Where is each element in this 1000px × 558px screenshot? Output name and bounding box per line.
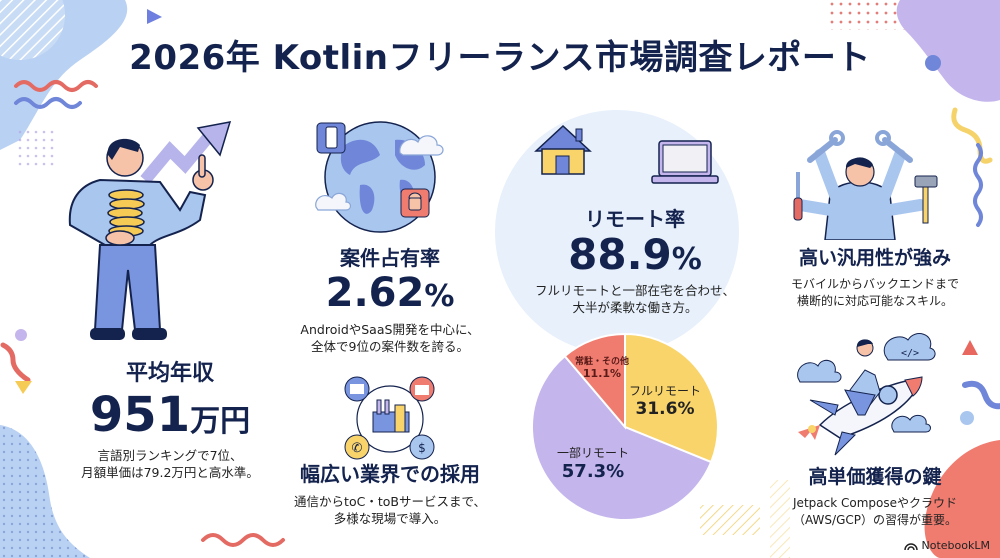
page-title: 2026年 Kotlinフリーランス市場調査レポート xyxy=(129,38,871,78)
industry-illustration: ✆ $ xyxy=(344,376,435,460)
screwdriver-icon xyxy=(793,172,803,221)
remote-desc-line1: フルリモートと一部在宅を合わせ、 xyxy=(534,283,735,298)
wrench-icon xyxy=(875,130,913,163)
share-unit: % xyxy=(424,279,455,314)
key-card: 高単価獲得の鍵 Jetpack Composeやクラウド （AWS/GCP）の習… xyxy=(760,462,990,529)
remote-number: 88.9 xyxy=(568,230,672,279)
notebooklm-icon xyxy=(903,542,918,550)
house-icon xyxy=(534,124,592,175)
full-remote-pct: 31.6% xyxy=(635,399,695,419)
salary-desc-line1: 言語別ランキングで7位、 xyxy=(97,448,243,463)
salary-value: 951万円 xyxy=(45,391,295,439)
brand-label: NotebookLM xyxy=(921,539,990,552)
industry-title: 幅広い業界での採用 xyxy=(300,462,480,486)
money-hand-icon: $ xyxy=(409,434,435,460)
svg-text:✆: ✆ xyxy=(352,441,363,456)
key-description: Jetpack Composeやクラウド （AWS/GCP）の習得が重要。 xyxy=(760,495,990,529)
pie-svg xyxy=(530,332,719,521)
share-desc-line2: 全体で9位の案件数を誇る。 xyxy=(311,339,469,354)
versatility-card: 高い汎用性が強み モバイルからバックエンドまで 横断的に対応可能なスキル。 xyxy=(755,243,995,310)
remote-title: リモート率 xyxy=(585,207,685,231)
laptop-icon xyxy=(651,140,719,184)
phone-icon: ✆ xyxy=(344,434,370,460)
versatility-desc-line2: 横断的に対応可能なスキル。 xyxy=(796,294,953,308)
share-card: 案件占有率 2.62% AndroidやSaaS開発を中心に、 全体で9位の案件… xyxy=(280,242,500,355)
versatility-title: 高い汎用性が強み xyxy=(798,247,951,269)
android-icon xyxy=(400,188,430,218)
salary-description: 言語別ランキングで7位、 月額単価は79.2万円と高水準。 xyxy=(45,447,295,481)
pie-slice-partial-remote xyxy=(530,354,713,521)
remote-unit: % xyxy=(671,242,702,277)
remote-value: 88.9% xyxy=(510,234,760,276)
versatility-desc-line1: モバイルからバックエンドまで xyxy=(790,277,959,291)
share-desc-line1: AndroidやSaaS開発を中心に、 xyxy=(300,322,480,337)
key-title: 高単価獲得の鍵 xyxy=(808,466,942,488)
onsite-pct: 11.1% xyxy=(582,367,622,380)
pie-label-onsite: 常駐・その他 11.1% xyxy=(572,354,632,380)
smartphone-icon xyxy=(316,122,346,154)
remote-description: フルリモートと一部在宅を合わせ、 大半が柔軟な働き方。 xyxy=(510,282,760,316)
pie-slice-onsite xyxy=(563,332,626,430)
briefcase-icon xyxy=(409,376,435,402)
rising-arrow-icon xyxy=(140,121,232,184)
mail-icon xyxy=(344,376,370,402)
wrench-icon xyxy=(807,130,845,163)
share-description: AndroidやSaaS開発を中心に、 全体で9位の案件数を誇る。 xyxy=(280,321,500,355)
versatility-description: モバイルからバックエンドまで 横断的に対応可能なスキル。 xyxy=(755,276,995,310)
factory-icon xyxy=(372,399,410,433)
rocket-icon xyxy=(798,376,923,456)
salary-card: 平均年収 951万円 言語別ランキングで7位、 月額単価は79.2万円と高水準。 xyxy=(45,355,295,481)
share-title: 案件占有率 xyxy=(340,246,440,270)
share-value: 2.62% xyxy=(280,273,500,313)
multi-tool-person-illustration xyxy=(793,130,938,240)
remote-card: リモート率 88.9% フルリモートと一部在宅を合わせ、 大半が柔軟な働き方。 xyxy=(510,203,760,316)
coin-stack-icon xyxy=(107,189,145,237)
pie-label-full-remote: フルリモート 31.6% xyxy=(625,382,705,419)
key-desc-line2: （AWS/GCP）の習得が重要。 xyxy=(793,513,957,527)
share-number: 2.62 xyxy=(325,270,425,316)
key-desc-line1: Jetpack Composeやクラウド xyxy=(793,496,957,510)
onsite-name: 常駐・その他 xyxy=(574,357,629,367)
code-icon: </> xyxy=(883,333,936,361)
full-remote-name: フルリモート xyxy=(628,384,701,398)
svg-text:</>: </> xyxy=(901,348,919,359)
person-with-coins-illustration xyxy=(68,121,232,340)
industry-desc-line1: 通信からtoC・toBサービスまで、 xyxy=(294,494,486,509)
hammer-icon xyxy=(914,175,938,224)
salary-unit: 万円 xyxy=(190,404,251,439)
partial-remote-name: 一部リモート xyxy=(556,446,629,460)
cloud-icon xyxy=(797,359,931,433)
industry-description: 通信からtoC・toBサービスまで、 多様な現場で導入。 xyxy=(275,493,505,527)
svg-text:$: $ xyxy=(418,441,426,455)
salary-number: 951 xyxy=(89,387,191,443)
remote-pie-chart: 常駐・その他 11.1% フルリモート 31.6% 一部リモート 57.3% xyxy=(530,332,720,522)
pie-slice-full-remote xyxy=(624,332,719,464)
salary-desc-line2: 月額単価は79.2万円と高水準。 xyxy=(81,465,259,480)
industry-desc-line2: 多様な現場で導入。 xyxy=(333,511,447,526)
remote-desc-line2: 大半が柔軟な働き方。 xyxy=(572,300,698,315)
partial-remote-pct: 57.3% xyxy=(561,461,625,482)
rocket-rider-illustration: </> xyxy=(797,333,936,456)
cloud-icon xyxy=(315,135,444,211)
pie-label-partial-remote: 一部リモート 57.3% xyxy=(548,444,638,482)
industry-card: 幅広い業界での採用 通信からtoC・toBサービスまで、 多様な現場で導入。 xyxy=(275,458,505,527)
notebooklm-logo: NotebookLM xyxy=(903,539,990,552)
globe-illustration xyxy=(315,121,444,233)
salary-title: 平均年収 xyxy=(125,361,214,386)
